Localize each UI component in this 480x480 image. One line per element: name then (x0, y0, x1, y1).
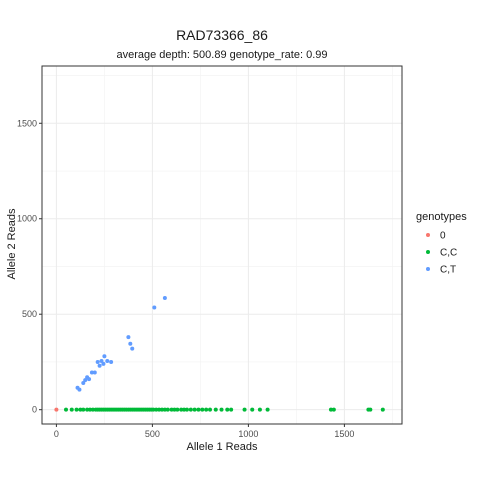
legend-label: C,T (440, 265, 456, 276)
data-point (128, 341, 133, 346)
chart-subtitle: average depth: 500.89 genotype_rate: 0.9… (116, 49, 327, 61)
data-point (81, 407, 86, 412)
legend-items: 0 C,C C,T (426, 231, 457, 276)
data-point (81, 380, 86, 385)
y-tick-label: 0 (32, 405, 37, 415)
data-point (85, 407, 90, 412)
x-axis-title: Allele 1 Reads (187, 441, 258, 453)
y-tick-label: 1500 (17, 118, 37, 128)
data-points (54, 295, 385, 412)
data-point (380, 407, 385, 412)
data-point (78, 407, 83, 412)
data-point (179, 407, 184, 412)
y-tick-label: 500 (22, 309, 37, 319)
y-tick-label: 1000 (17, 214, 37, 224)
data-point (328, 407, 333, 412)
data-point (54, 407, 59, 412)
data-point (331, 407, 336, 412)
data-point (368, 407, 373, 412)
x-axis-ticks: 0 500 1000 1500 (54, 424, 354, 439)
data-point (92, 370, 97, 375)
data-point (172, 407, 177, 412)
data-point (188, 407, 193, 412)
data-point (157, 407, 162, 412)
data-point (89, 370, 94, 375)
y-axis-title: Allele 2 Reads (6, 208, 18, 279)
data-point (99, 358, 104, 363)
data-point (175, 407, 180, 412)
data-point (152, 305, 157, 310)
data-point (130, 346, 135, 351)
legend-key (426, 267, 430, 271)
legend-label: C,C (440, 248, 457, 259)
data-point (109, 359, 114, 364)
data-point (88, 407, 92, 412)
legend-title: genotypes (416, 211, 467, 223)
data-point (154, 407, 159, 412)
data-point (97, 363, 102, 368)
data-point (213, 407, 218, 412)
data-point (160, 407, 164, 412)
plot-background (42, 66, 402, 424)
series-0 (54, 407, 59, 412)
x-tick-label: 0 (54, 429, 59, 439)
chart-title: RAD73366_86 (176, 27, 268, 43)
data-point (196, 407, 201, 412)
data-point (169, 407, 174, 412)
data-point (265, 407, 270, 412)
data-point (162, 407, 167, 412)
y-axis-ticks: 0 500 1000 1500 (17, 118, 42, 415)
data-point (64, 407, 68, 412)
data-point (219, 407, 224, 412)
data-point (162, 295, 167, 300)
data-point (208, 407, 212, 412)
x-tick-label: 500 (145, 429, 160, 439)
legend-key (426, 233, 430, 237)
legend-key (426, 250, 430, 254)
data-point (95, 359, 100, 364)
data-point (165, 407, 170, 412)
data-point (242, 407, 247, 412)
data-point (74, 407, 79, 412)
data-point (83, 378, 88, 383)
data-point (225, 407, 230, 412)
data-point (229, 407, 234, 412)
data-point (192, 407, 197, 412)
series-c-t (75, 295, 167, 392)
x-tick-label: 1500 (334, 429, 354, 439)
data-point (69, 407, 74, 412)
data-point (151, 407, 156, 412)
data-point (200, 407, 205, 412)
data-point (101, 361, 106, 366)
data-point (182, 407, 187, 412)
data-point (90, 407, 95, 412)
data-point (87, 377, 92, 382)
data-point (257, 407, 262, 412)
plot-panel (41, 65, 403, 425)
data-point (250, 407, 255, 412)
data-point (102, 354, 107, 359)
data-point (126, 335, 131, 340)
legend-label: 0 (440, 231, 446, 242)
x-tick-label: 1000 (238, 429, 258, 439)
data-point (184, 407, 189, 412)
data-point (77, 387, 82, 392)
data-point (105, 358, 110, 363)
data-point (204, 407, 209, 412)
series-c-c (64, 407, 385, 412)
legend: genotypes 0 C,C C,T (416, 211, 467, 276)
plot-border (41, 65, 403, 425)
